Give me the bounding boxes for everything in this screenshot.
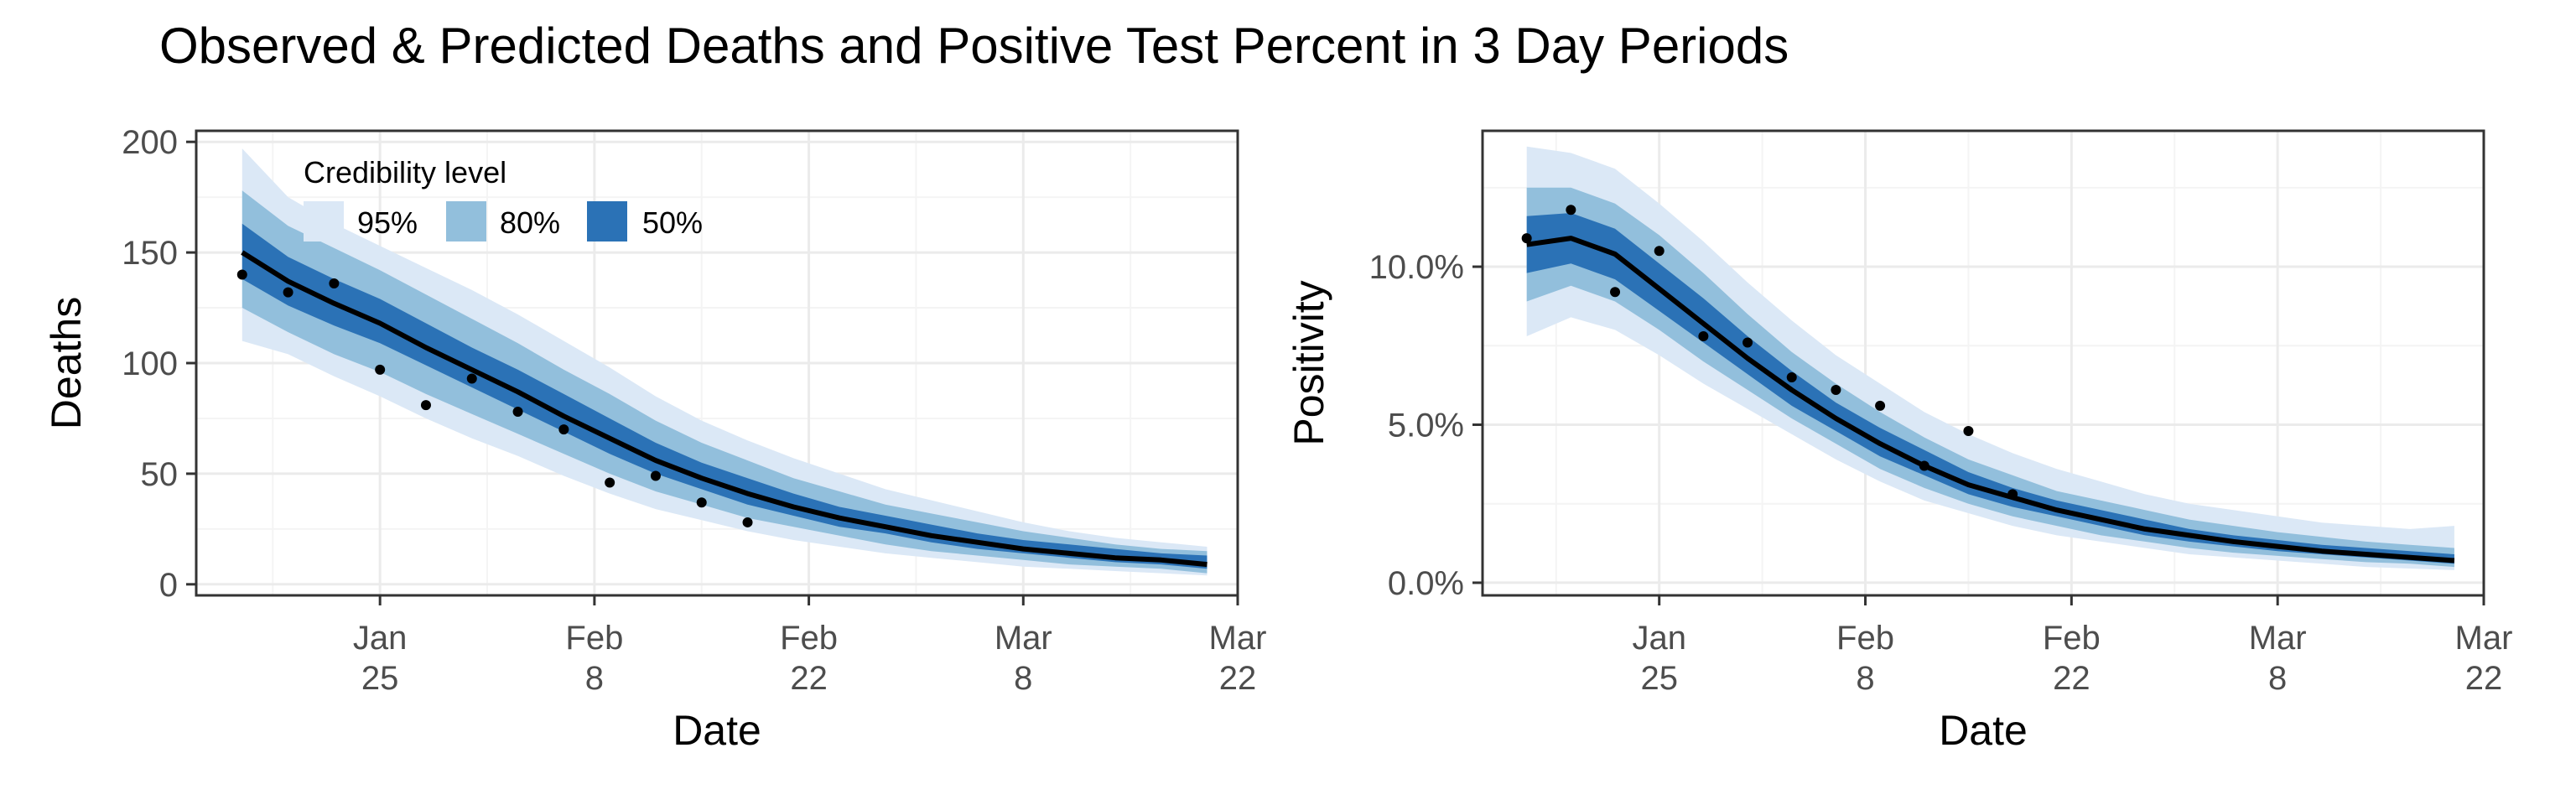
x-tick-label-month: Feb	[1836, 620, 1894, 657]
x-tick-label: Feb 8	[565, 620, 623, 697]
observed-point	[2007, 489, 2018, 500]
observed-point	[329, 278, 340, 289]
x-tick-label-day: 25	[361, 660, 399, 697]
legend-key-50	[587, 201, 627, 242]
x-tick-label-day: 8	[585, 660, 604, 697]
legend: Credibility level 95% 80% 50%	[304, 155, 703, 242]
x-tick-label-month: Mar	[1209, 620, 1267, 657]
y-axis-title: Deaths	[43, 297, 90, 429]
y-tick-label: 0	[159, 567, 178, 604]
x-tick-label-day: 8	[1856, 660, 1874, 697]
x-tick-label-day: 22	[2465, 660, 2503, 697]
legend-label: 95%	[357, 205, 418, 240]
x-tick-label-month: Mar	[2455, 620, 2513, 657]
x-tick-label: Mar 22	[1209, 620, 1267, 697]
y-tick-label: 5.0%	[1388, 407, 1464, 444]
x-tick-label: Feb 22	[780, 620, 838, 697]
legend-title: Credibility level	[304, 155, 506, 190]
x-axis-title: Date	[673, 707, 761, 754]
y-tick-label: 150	[122, 235, 178, 272]
observed-point	[1786, 371, 1797, 382]
observed-point	[696, 497, 707, 508]
observed-point	[512, 407, 523, 418]
legend-key-80	[446, 201, 486, 242]
observed-point	[283, 287, 293, 298]
observed-point	[1654, 246, 1665, 257]
observed-point	[1698, 330, 1709, 341]
observed-point	[742, 517, 753, 527]
x-tick-label-month: Mar	[995, 620, 1052, 657]
x-tick-label: Feb 8	[1836, 620, 1894, 697]
x-tick-label: Jan 25	[1632, 620, 1686, 697]
observed-point	[1742, 337, 1753, 348]
x-tick-label: Mar 22	[2455, 620, 2513, 697]
chart-title: Observed & Predicted Deaths and Positive…	[159, 18, 1789, 74]
x-tick-label-month: Feb	[565, 620, 623, 657]
legend-label: 50%	[642, 205, 703, 240]
legend-key-95	[304, 201, 344, 242]
observed-point	[1610, 287, 1621, 298]
x-tick-label: Jan 25	[353, 620, 408, 697]
y-tick-label: 100	[122, 345, 178, 382]
observed-point	[1831, 385, 1841, 396]
observed-point	[375, 364, 386, 375]
observed-point	[558, 424, 569, 435]
median-line	[241, 250, 1208, 568]
x-tick-label: Mar 8	[2249, 620, 2307, 697]
x-tick-label-day: 8	[2268, 660, 2287, 697]
observed-point	[1963, 426, 1974, 437]
x-tick-label-day: 22	[1219, 660, 1257, 697]
x-tick-label-month: Mar	[2249, 620, 2307, 657]
x-tick-label-month: Feb	[2043, 620, 2101, 657]
observed-point	[1875, 400, 1886, 411]
observed-point	[1919, 460, 1929, 471]
x-axis-title: Date	[1939, 707, 2028, 754]
x-tick-label: Mar 8	[995, 620, 1052, 697]
y-tick-label: 200	[122, 124, 178, 161]
x-tick-label-month: Jan	[353, 620, 408, 657]
observed-point	[466, 373, 477, 384]
observed-point	[236, 269, 247, 280]
observed-point	[605, 477, 615, 488]
observed-point	[420, 400, 431, 411]
x-tick-label-month: Jan	[1632, 620, 1686, 657]
panel-border	[1481, 129, 2485, 597]
legend-label: 80%	[500, 205, 560, 240]
median-line	[1526, 236, 2455, 564]
x-tick-label: Feb 22	[2043, 620, 2101, 697]
y-tick-label: 50	[141, 456, 179, 493]
x-tick-label-day: 25	[1640, 660, 1678, 697]
observed-point	[1566, 205, 1576, 216]
observed-point	[650, 470, 661, 481]
x-tick-label-day: 22	[2053, 660, 2090, 697]
x-tick-label-month: Feb	[780, 620, 838, 657]
x-tick-label-day: 22	[790, 660, 828, 697]
y-tick-label: 0.0%	[1388, 565, 1464, 602]
x-tick-label-day: 8	[1014, 660, 1032, 697]
observed-point	[1521, 233, 1532, 244]
y-tick-label: 10.0%	[1369, 249, 1464, 286]
y-axis-title: Positivity	[1285, 280, 1332, 445]
